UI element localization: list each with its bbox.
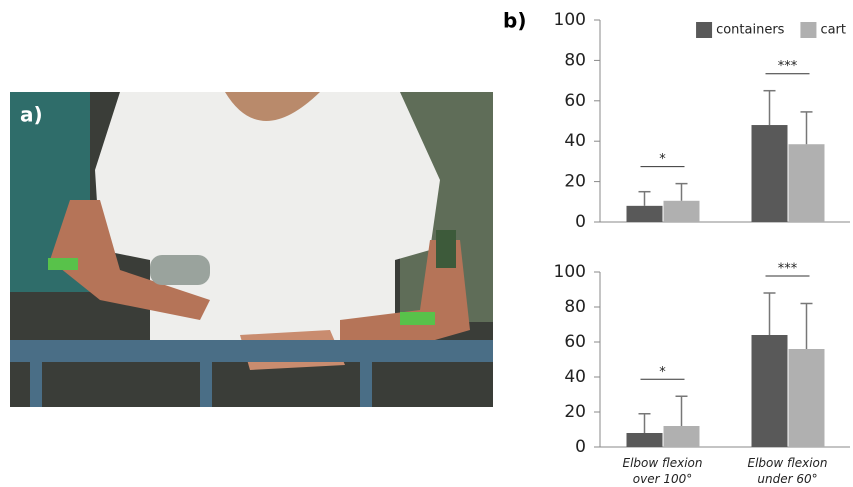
photo (10, 92, 493, 407)
y-tick-label: 100 (554, 262, 586, 282)
y-tick-label: 80 (564, 50, 586, 70)
bar (788, 144, 825, 222)
y-tick-label: 40 (564, 367, 586, 387)
bar (788, 349, 825, 447)
x-tick-label: Elbow flexion under 60° (747, 456, 828, 486)
panel-label: b) (503, 9, 526, 33)
y-tick-label: 80 (564, 297, 586, 317)
bar (663, 426, 700, 447)
significance-label: *** (778, 59, 798, 74)
y-tick-label: 20 (564, 172, 586, 192)
legend-label: cart (820, 23, 846, 38)
y-tick-label: 20 (564, 402, 586, 422)
legend-label: containers (716, 23, 785, 38)
significance-label: *** (778, 262, 798, 277)
y-tick-label: 60 (564, 332, 586, 352)
legend-swatch (800, 22, 817, 38)
bar (626, 205, 663, 222)
y-tick-label: 0 (575, 437, 586, 457)
y-tick-label: 100 (554, 10, 586, 30)
y-tick-label: 40 (564, 131, 586, 151)
bar (751, 125, 788, 222)
legend-swatch (696, 22, 713, 38)
significance-label: * (659, 152, 666, 167)
panel-label: a) (20, 103, 43, 127)
bar (626, 433, 663, 447)
y-tick-label: 60 (564, 91, 586, 111)
y-tick-label: 0 (575, 212, 586, 232)
x-tick-label: Elbow flexion over 100° (622, 456, 703, 486)
bar (663, 200, 700, 222)
significance-label: * (659, 365, 666, 380)
bar (751, 335, 788, 447)
